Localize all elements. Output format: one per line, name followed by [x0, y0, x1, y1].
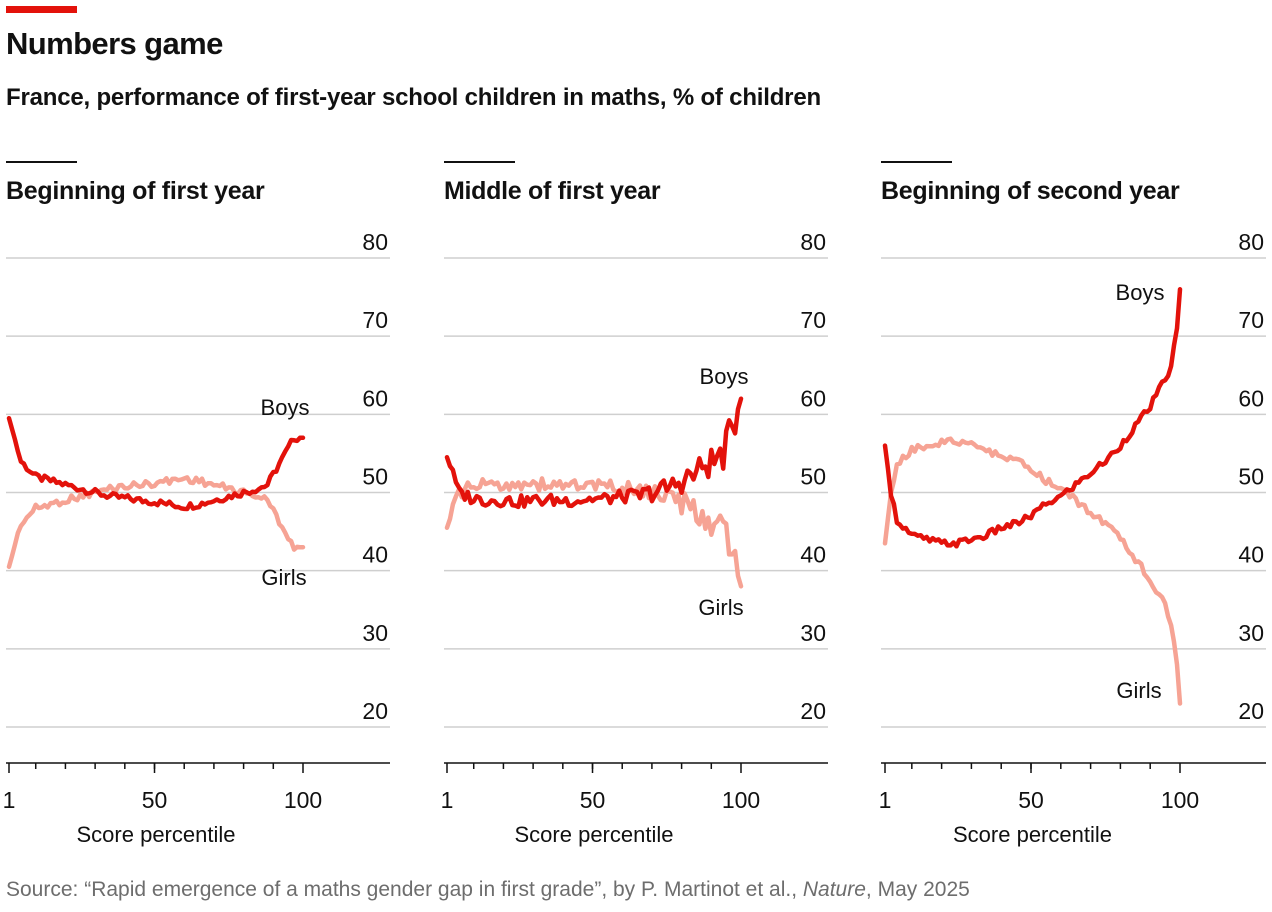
panel-title: Middle of first year	[444, 177, 661, 205]
y-tick-label: 60	[362, 385, 388, 411]
x-tick-label: 1	[441, 787, 454, 813]
y-tick-label: 50	[1238, 464, 1264, 490]
series-line-girls	[444, 476, 744, 589]
series-label-girls: Girls	[698, 595, 743, 620]
source-note: Source: “Rapid emergence of a maths gend…	[6, 878, 970, 902]
y-tick-label: 70	[362, 307, 388, 333]
series-line-boys	[444, 396, 744, 510]
y-tick-label: 30	[800, 620, 826, 646]
chart-subtitle: France, performance of first-year school…	[6, 84, 821, 111]
x-tick-label: 1	[3, 787, 16, 813]
series-label-boys: Boys	[261, 395, 310, 420]
y-tick-label: 20	[362, 698, 388, 724]
source-journal: Nature	[802, 878, 866, 901]
series-line-girls	[6, 475, 306, 570]
series-line-boys	[6, 415, 306, 512]
accent-bar	[6, 6, 77, 13]
series-label-boys: Boys	[1116, 280, 1165, 305]
chart-title: Numbers game	[6, 26, 223, 61]
series-line-girls	[882, 436, 1183, 706]
x-axis-title: Score percentile	[953, 822, 1112, 847]
source-suffix: , May 2025	[865, 878, 970, 901]
series-line-boys	[882, 287, 1183, 549]
x-tick-label: 100	[284, 787, 322, 813]
series-label-girls: Girls	[1116, 678, 1161, 703]
y-tick-label: 20	[800, 698, 826, 724]
y-tick-label: 60	[800, 385, 826, 411]
y-tick-label: 60	[1238, 385, 1264, 411]
y-tick-label: 30	[1238, 620, 1264, 646]
x-tick-label: 1	[879, 787, 892, 813]
x-tick-label: 50	[142, 787, 168, 813]
panel-title: Beginning of second year	[881, 177, 1180, 205]
y-tick-label: 40	[362, 542, 388, 568]
y-tick-label: 40	[800, 542, 826, 568]
y-tick-label: 70	[800, 307, 826, 333]
y-tick-label: 50	[362, 464, 388, 490]
y-tick-label: 40	[1238, 542, 1264, 568]
x-tick-label: 50	[580, 787, 606, 813]
y-tick-label: 50	[800, 464, 826, 490]
y-tick-label: 80	[1238, 229, 1264, 255]
panel-title: Beginning of first year	[6, 177, 265, 205]
series-label-girls: Girls	[261, 565, 306, 590]
y-tick-label: 80	[800, 229, 826, 255]
series-label-boys: Boys	[700, 364, 749, 389]
y-tick-label: 80	[362, 229, 388, 255]
y-tick-label: 30	[362, 620, 388, 646]
x-tick-label: 50	[1018, 787, 1044, 813]
y-tick-label: 70	[1238, 307, 1264, 333]
x-axis-title: Score percentile	[77, 822, 236, 847]
source-prefix: Source: “Rapid emergence of a maths gend…	[6, 878, 803, 901]
x-axis-title: Score percentile	[515, 822, 674, 847]
y-tick-label: 20	[1238, 698, 1264, 724]
x-tick-label: 100	[1161, 787, 1199, 813]
x-tick-label: 100	[722, 787, 760, 813]
